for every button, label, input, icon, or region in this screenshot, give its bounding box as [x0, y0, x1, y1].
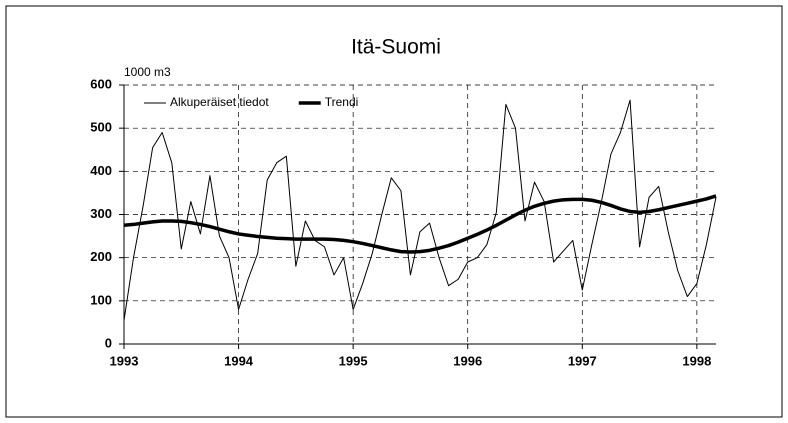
y-tick-label: 400 — [90, 163, 112, 178]
x-tick-label: 1995 — [339, 353, 368, 368]
series-line — [123, 99, 717, 321]
x-tick-label: 1993 — [110, 353, 139, 368]
x-tick-label: 1997 — [568, 353, 597, 368]
y-tick-label: 600 — [90, 76, 112, 91]
x-tick-label: 1996 — [453, 353, 482, 368]
y-tick-label: 0 — [105, 335, 112, 350]
x-tick-label: 1998 — [682, 353, 711, 368]
y-tick-label: 500 — [90, 120, 112, 135]
chart-title: Itä-Suomi — [351, 36, 441, 59]
frame — [5, 5, 783, 418]
series-line — [123, 194, 717, 254]
y-tick-label: 200 — [90, 249, 112, 264]
y-tick-label: 100 — [90, 292, 112, 307]
y-axis-label: 1000 m3 — [124, 65, 171, 79]
legend-label: Trendi — [325, 95, 359, 109]
y-tick-label: 300 — [90, 206, 112, 221]
legend-label: Alkuperäiset tiedot — [170, 95, 269, 109]
x-tick-label: 1994 — [224, 353, 254, 368]
